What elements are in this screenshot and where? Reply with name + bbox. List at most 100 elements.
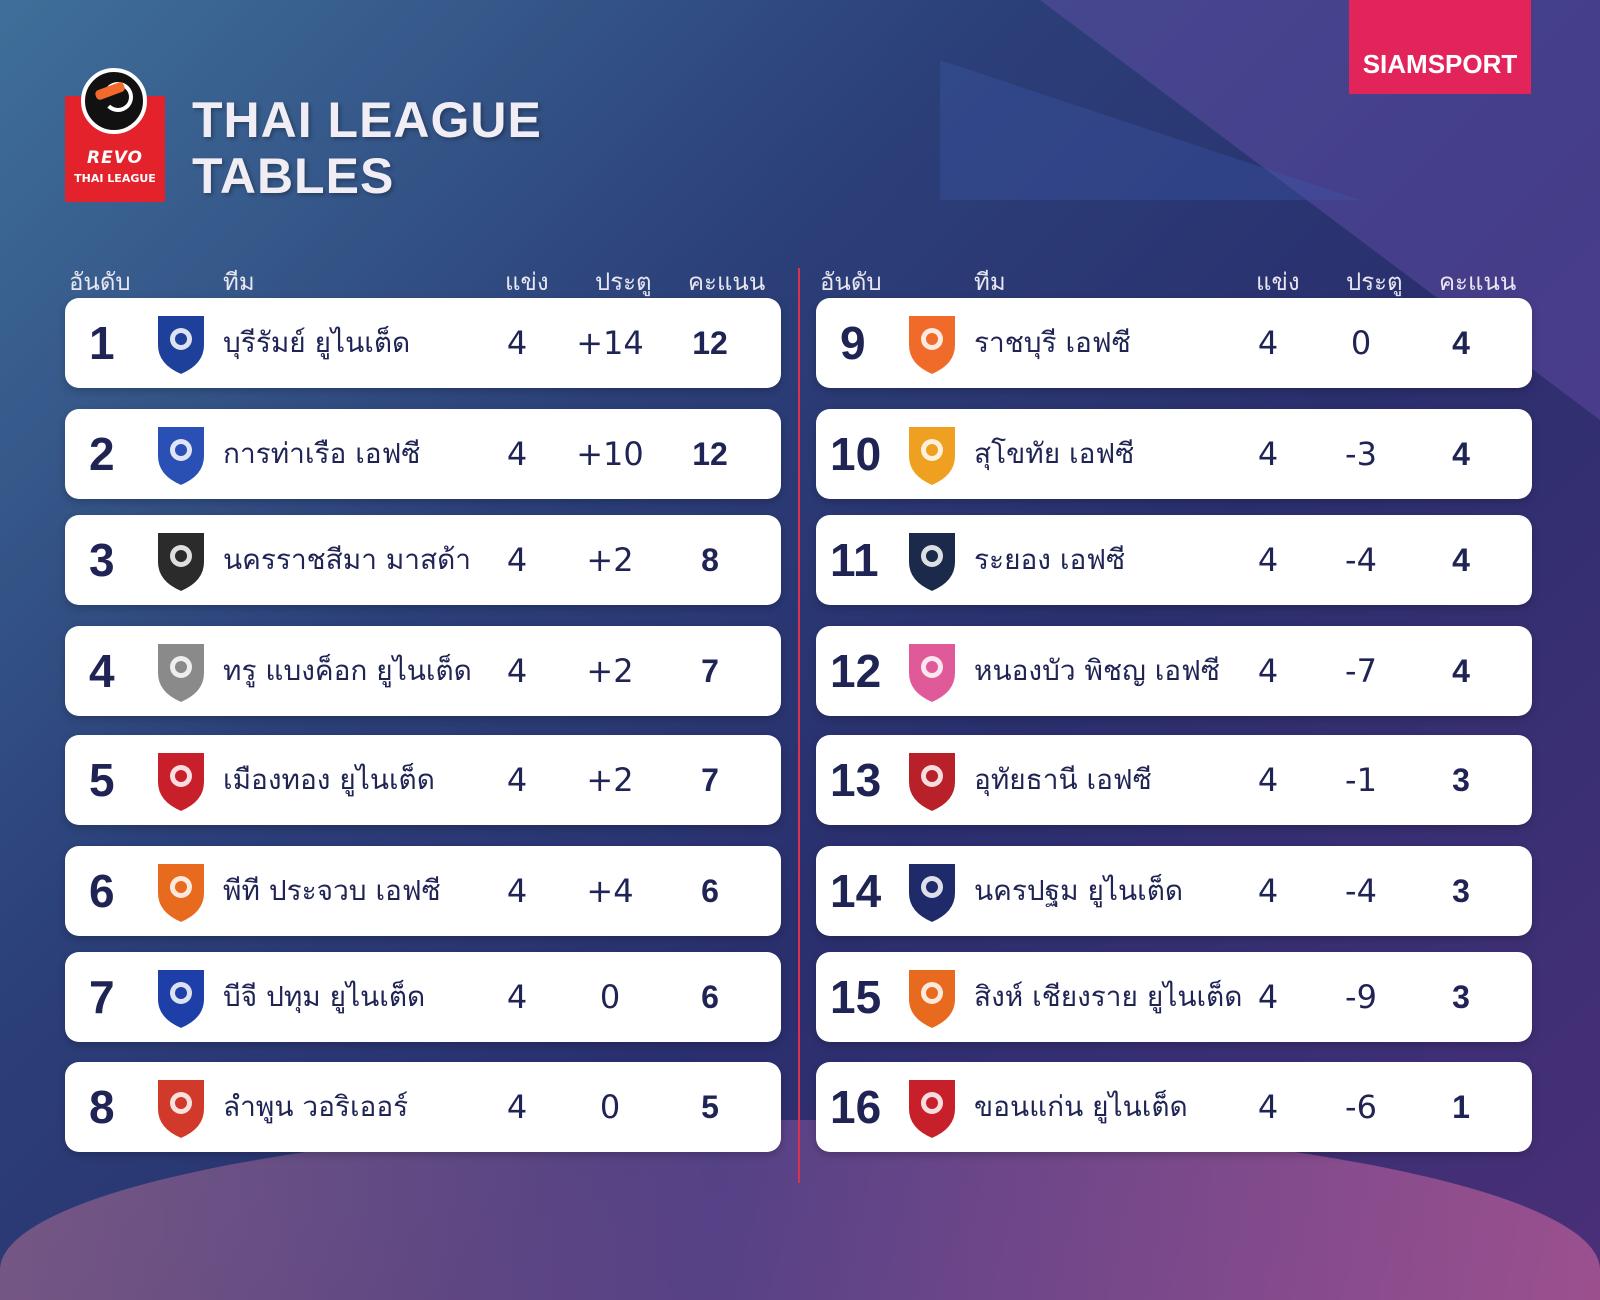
matches-played: 4 <box>1257 978 1279 1016</box>
goal-difference: +2 <box>586 541 634 579</box>
points: 12 <box>692 324 728 361</box>
table-divider <box>798 268 800 1183</box>
column-headers: อันดับ ทีม แข่ง ประตู คะแนน <box>65 262 781 298</box>
page-title: THAI LEAGUE TABLES <box>192 92 542 204</box>
team-name: บุรีรัมย์ ยูไนเต็ด <box>223 326 411 359</box>
title-line: THAI LEAGUE <box>192 92 542 148</box>
team-name: พีที ประจวบ เอฟซี <box>223 874 441 907</box>
team-name: นครปฐม ยูไนเต็ด <box>974 874 1184 907</box>
points: 4 <box>1452 435 1470 472</box>
buriram-crest-icon <box>151 313 211 377</box>
table-row: 13 อุทัยธานี เอฟซี 4 -1 3 <box>816 735 1532 825</box>
goal-difference: -7 <box>1345 652 1377 690</box>
goal-difference: -4 <box>1345 872 1377 910</box>
matches-played: 4 <box>1257 872 1279 910</box>
goal-difference: +2 <box>586 652 634 690</box>
team-name: ทรู แบงค็อก ยูไนเต็ด <box>223 654 472 687</box>
team-rank: 13 <box>830 754 882 806</box>
team-rank: 2 <box>89 428 115 480</box>
chiangrai-crest-icon <box>902 967 962 1031</box>
matches-played: 4 <box>506 978 528 1016</box>
points: 6 <box>701 978 719 1015</box>
team-name: อุทัยธานี เอฟซี <box>974 763 1152 796</box>
matches-played: 4 <box>1257 1088 1279 1126</box>
pt-prachuap-crest-icon <box>151 861 211 925</box>
table-row: 2 การท่าเรือ เอฟซี 4 +10 12 <box>65 409 781 499</box>
goal-difference: -1 <box>1345 761 1377 799</box>
ratchaburi-crest-icon <box>902 313 962 377</box>
table-row: 1 บุรีรัมย์ ยูไนเต็ด 4 +14 12 <box>65 298 781 388</box>
logo-text: THAI LEAGUE <box>74 172 156 185</box>
matches-played: 4 <box>1257 541 1279 579</box>
header-rank: อันดับ <box>820 268 882 296</box>
team-rank: 14 <box>830 865 882 917</box>
table-row: 8 ลำพูน วอริเออร์ 4 0 5 <box>65 1062 781 1152</box>
brand-badge: SIAMSPORT <box>1349 0 1531 94</box>
nakhon-ratchasima-crest-icon <box>151 530 211 594</box>
goal-difference: 0 <box>599 1088 621 1126</box>
team-rank: 6 <box>89 865 115 917</box>
goal-difference: -9 <box>1345 978 1377 1016</box>
team-name: ราชบุรี เอฟซี <box>974 326 1131 359</box>
team-name: การท่าเรือ เอฟซี <box>223 437 421 470</box>
team-rank: 1 <box>89 317 115 369</box>
matches-played: 4 <box>506 541 528 579</box>
header-team: ทีม <box>974 268 1006 296</box>
table-row: 6 พีที ประจวบ เอฟซี 4 +4 6 <box>65 846 781 936</box>
table-row: 9 ราชบุรี เอฟซี 4 0 4 <box>816 298 1532 388</box>
team-name: เมืองทอง ยูไนเต็ด <box>223 763 435 796</box>
column-headers: อันดับ ทีม แข่ง ประตู คะแนน <box>816 262 1532 298</box>
matches-played: 4 <box>506 435 528 473</box>
matches-played: 4 <box>506 324 528 362</box>
sukhothai-crest-icon <box>902 424 962 488</box>
points: 4 <box>1452 324 1470 361</box>
goal-difference: 0 <box>1350 324 1372 362</box>
goal-difference: +10 <box>576 435 644 473</box>
khonkaen-crest-icon <box>902 1077 962 1141</box>
title-line: TABLES <box>192 148 395 204</box>
table-row: 14 นครปฐม ยูไนเต็ด 4 -4 3 <box>816 846 1532 936</box>
matches-played: 4 <box>506 761 528 799</box>
nongbua-crest-icon <box>902 641 962 705</box>
goal-difference: 0 <box>599 978 621 1016</box>
table-row: 5 เมืองทอง ยูไนเต็ด 4 +2 7 <box>65 735 781 825</box>
lamphun-crest-icon <box>151 1077 211 1141</box>
header-goals: ประตู <box>1346 268 1403 296</box>
points: 6 <box>701 872 719 909</box>
matches-played: 4 <box>506 872 528 910</box>
points: 3 <box>1452 761 1470 798</box>
table-row: 7 บีจี ปทุม ยูไนเต็ด 4 0 6 <box>65 952 781 1042</box>
header-played: แข่ง <box>505 268 549 296</box>
points: 12 <box>692 435 728 472</box>
standings-table-right: อันดับ ทีม แข่ง ประตู คะแนน 9 ราชบุรี เอฟ… <box>816 262 1532 1152</box>
table-row: 16 ขอนแก่น ยูไนเต็ด 4 -6 1 <box>816 1062 1532 1152</box>
uthaithani-crest-icon <box>902 750 962 814</box>
team-name: ขอนแก่น ยูไนเต็ด <box>974 1090 1188 1123</box>
league-logo: REVO THAI LEAGUE <box>65 68 165 202</box>
goal-difference: -6 <box>1345 1088 1377 1126</box>
header-rank: อันดับ <box>69 268 131 296</box>
team-name: ระยอง เอฟซี <box>974 543 1126 576</box>
goal-difference: +4 <box>586 872 634 910</box>
goal-difference: +14 <box>576 324 644 362</box>
team-rank: 8 <box>89 1081 115 1133</box>
points: 1 <box>1452 1088 1470 1125</box>
bg-pathum-crest-icon <box>151 967 211 1031</box>
header-team: ทีม <box>223 268 255 296</box>
team-name: ลำพูน วอริเออร์ <box>223 1090 409 1123</box>
team-rank: 10 <box>830 428 882 480</box>
matches-played: 4 <box>1257 652 1279 690</box>
team-name: หนองบัว พิชญ เอฟซี <box>974 654 1220 687</box>
team-rank: 16 <box>830 1081 882 1133</box>
background-shape <box>940 60 1360 200</box>
table-row: 12 หนองบัว พิชญ เอฟซี 4 -7 4 <box>816 626 1532 716</box>
team-rank: 9 <box>840 317 866 369</box>
points: 7 <box>701 761 719 798</box>
header-played: แข่ง <box>1256 268 1300 296</box>
points: 7 <box>701 652 719 689</box>
header-goals: ประตู <box>595 268 652 296</box>
points: 4 <box>1452 541 1470 578</box>
table-row: 10 สุโขทัย เอฟซี 4 -3 4 <box>816 409 1532 499</box>
matches-played: 4 <box>506 1088 528 1126</box>
standings-table-left: อันดับ ทีม แข่ง ประตู คะแนน 1 บุรีรัมย์ ย… <box>65 262 781 1152</box>
